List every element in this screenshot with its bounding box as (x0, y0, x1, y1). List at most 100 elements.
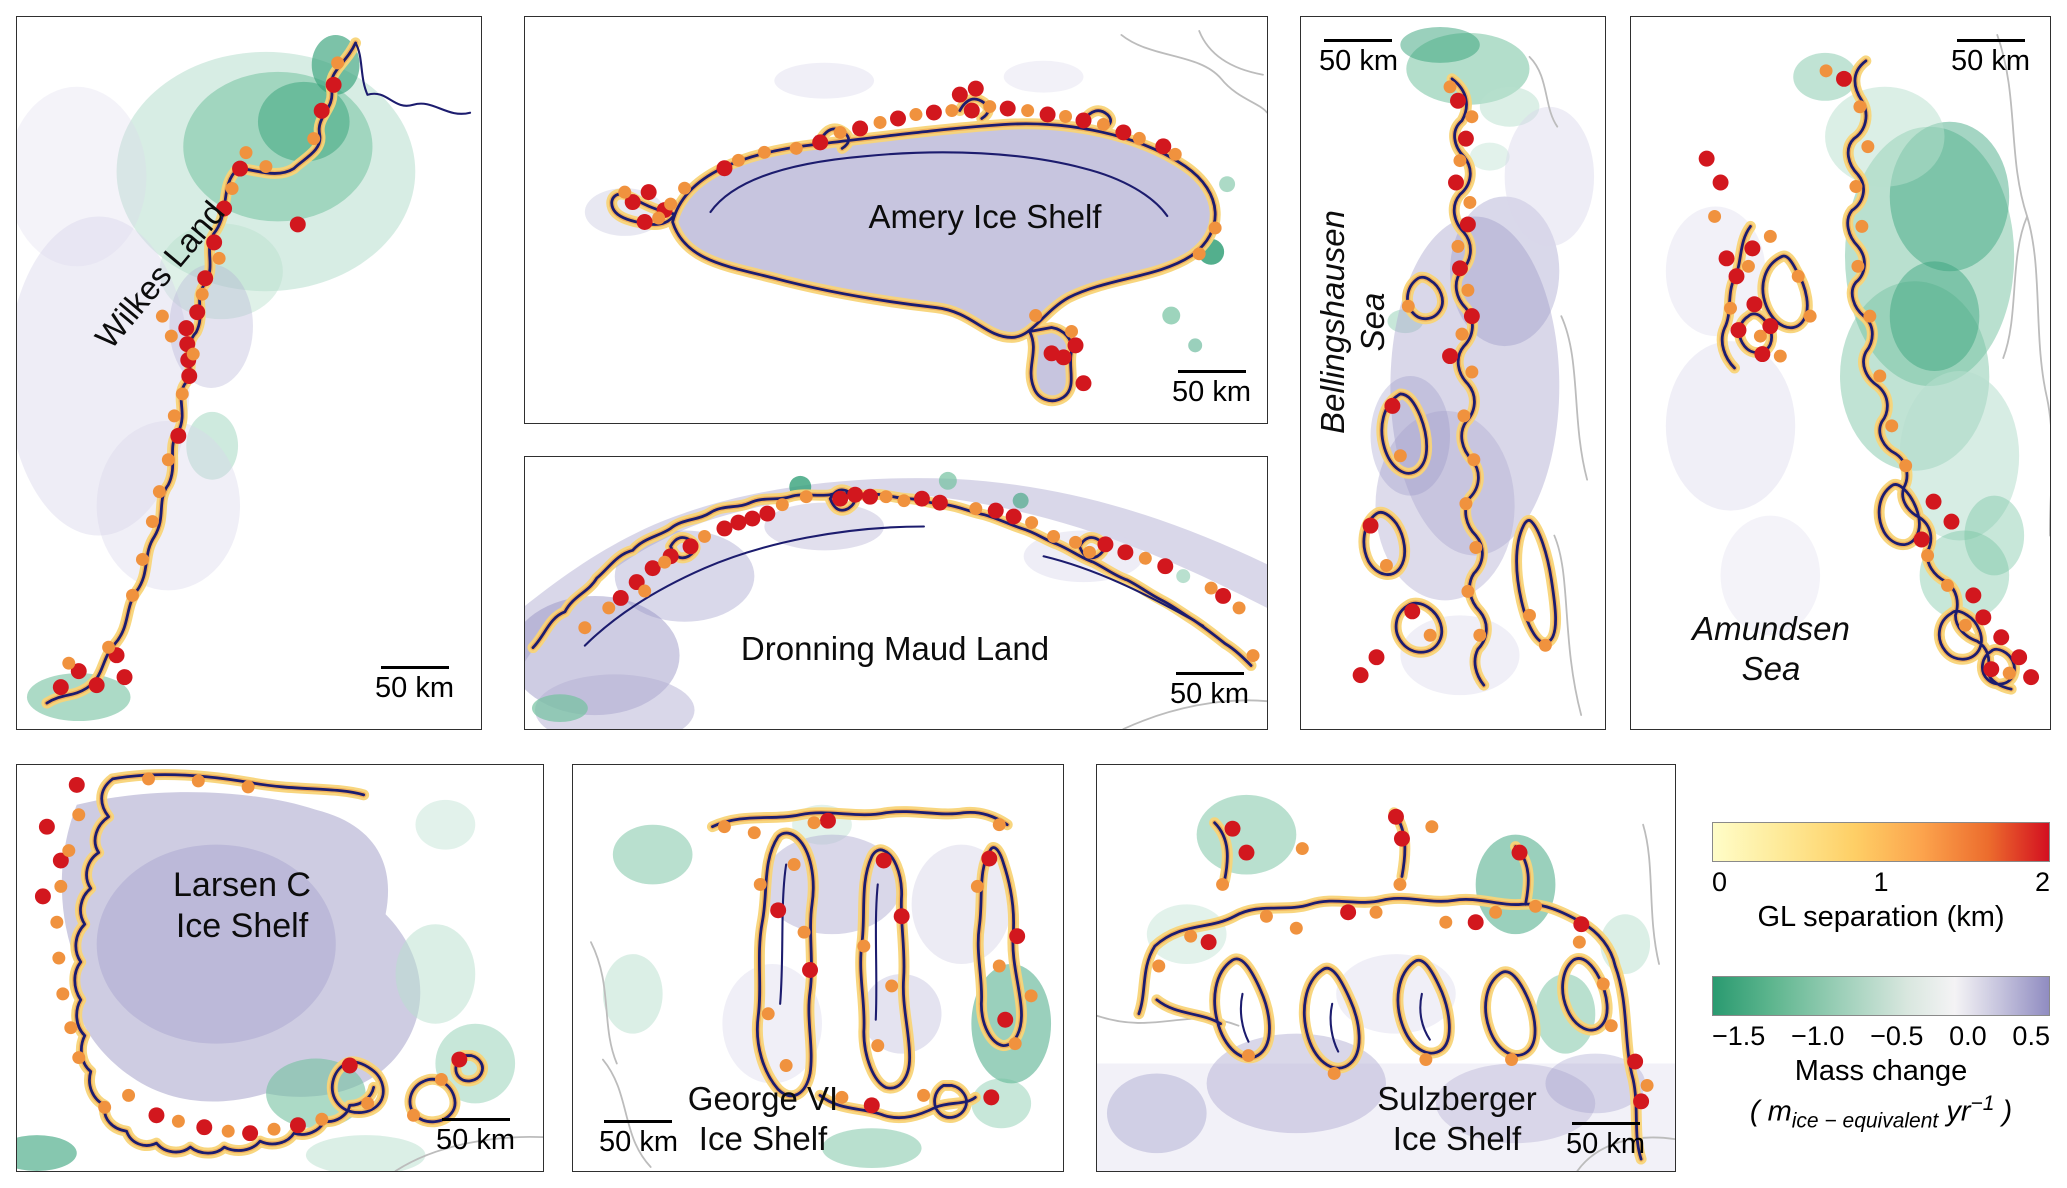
units-subscript: ice − equivalent (1791, 1109, 1939, 1133)
panel-bellingshausen-sea: Bellingshausen Sea 50 km (1300, 16, 1606, 730)
units-superscript: −1 (1970, 1092, 1995, 1115)
region-label-line1: Bellingshausen (1314, 210, 1351, 434)
gl-separation-dots (717, 812, 1038, 1114)
panel-amundsen-sea: Amundsen Sea 50 km (1630, 16, 2051, 730)
gl-separation-ticks: 0 1 2 (1712, 867, 2050, 898)
scalebar-george-vi: 50 km (599, 1120, 678, 1159)
map-amundsen-sea (1665, 34, 2050, 729)
scalebar-amundsen: 50 km (1951, 39, 2030, 78)
tick-label: 1 (1873, 867, 1889, 897)
region-label-larsen-c: Larsen C Ice Shelf (122, 865, 362, 947)
ice-divide-line (1120, 34, 1267, 114)
tick-label: −0.5 (1870, 1021, 1924, 1051)
gl-separation-title: GL separation (km) (1757, 901, 2005, 933)
map-dronning-maud-land (525, 471, 1267, 729)
region-label-line1: Larsen C (173, 866, 311, 904)
region-label-sulzberger: Sulzberger Ice Shelf (1347, 1079, 1567, 1158)
region-label-line2: Ice Shelf (1392, 1119, 1522, 1157)
units-open: ( (1749, 1095, 1760, 1128)
scalebar-line (1177, 370, 1246, 373)
region-label-dronning-maud: Dronning Maud Land (740, 630, 1050, 667)
panel-george-vi: George VI Ice Shelf 50 km (572, 764, 1064, 1172)
map-george-vi (590, 804, 1052, 1169)
ice-divide-line (1198, 30, 1264, 76)
coastline (354, 41, 472, 115)
mass-change-ticks: −1.5 −1.0 −0.5 0.0 0.5 (1712, 1021, 2050, 1052)
grounding-line-earlier (1419, 992, 1431, 1041)
scalebar-line (1956, 39, 2025, 42)
scalebar-larsen-c: 50 km (436, 1118, 515, 1157)
mass-change-field (1370, 26, 1595, 696)
scalebar-label: 50 km (1566, 1128, 1645, 1160)
mass-change-field (17, 792, 516, 1171)
tick-label: 0.5 (2012, 1021, 2050, 1051)
gl-separation-dots (1152, 808, 1654, 1110)
tick-label: −1.0 (1791, 1021, 1845, 1051)
region-label-george-vi: George VI Ice Shelf (653, 1079, 873, 1158)
scalebar-label: 50 km (375, 672, 454, 704)
grounding-line-earlier (709, 151, 1169, 218)
ice-divide-line (1560, 315, 1589, 481)
mass-change-colorbar (1712, 976, 2050, 1016)
scalebar-line (604, 1120, 673, 1123)
ice-divide-line (1642, 823, 1660, 965)
units-close: ) (2002, 1095, 2013, 1128)
grounding-line-earlier (874, 883, 879, 1021)
region-label-line1: George VI (687, 1080, 839, 1117)
region-label-amundsen: Amundsen Sea (1661, 609, 1881, 688)
scalebar-line (380, 666, 449, 669)
scalebar-wilkes-land: 50 km (375, 666, 454, 705)
scalebar-line (441, 1118, 510, 1121)
region-label-line1: Sulzberger (1377, 1080, 1537, 1117)
tick-label: 2 (2034, 867, 2050, 897)
panel-sulzberger: Sulzberger Ice Shelf 50 km (1096, 764, 1676, 1172)
map-larsen-c (17, 765, 543, 1171)
scalebar-label: 50 km (1170, 678, 1249, 710)
scalebar-line (1571, 1122, 1640, 1125)
mass-change-title: Mass change (1794, 1055, 1968, 1087)
gl-separation-dots (52, 56, 345, 696)
scalebar-label: 50 km (436, 1124, 515, 1156)
scalebar-label: 50 km (1951, 45, 2030, 77)
units-yr: yr (1938, 1095, 1971, 1128)
region-label-line2: Ice Shelf (175, 906, 309, 945)
grounding-line-earlier (1329, 1002, 1340, 1053)
region-label-line2: Ice Shelf (698, 1119, 828, 1157)
scalebar-line (1324, 39, 1393, 42)
scalebar-label: 50 km (1172, 376, 1251, 408)
scalebar-amery: 50 km (1172, 370, 1251, 409)
scalebar-dronning-maud: 50 km (1170, 672, 1249, 711)
ice-divide-line (1122, 699, 1267, 729)
region-label-line2: Sea (1353, 292, 1391, 352)
gl-separation-colorbar (1712, 822, 2050, 862)
map-bellingshausen-sea (1352, 26, 1595, 716)
units-variable: m (1767, 1095, 1792, 1128)
grounding-line-earlier (779, 863, 788, 1005)
panel-amery-ice-shelf: Amery Ice Shelf 50 km (524, 16, 1268, 424)
scalebar-label: 50 km (1319, 45, 1398, 77)
mass-change-field (17, 34, 416, 722)
tick-label: −1.5 (1712, 1021, 1766, 1051)
mass-change-units: ( mice − equivalent yr−1 ) (1712, 1092, 2050, 1133)
ice-divide-line (590, 941, 618, 1065)
scalebar-label: 50 km (599, 1126, 678, 1158)
region-label-amery: Amery Ice Shelf (868, 198, 1102, 235)
ice-divide-line (2002, 215, 2029, 359)
ice-divide-line (601, 1058, 652, 1168)
gl-separation-dots (34, 772, 468, 1142)
ice-divide-line (394, 1136, 543, 1171)
scalebar-sulzberger: 50 km (1566, 1122, 1645, 1161)
scalebar-bellingshausen: 50 km (1319, 39, 1398, 78)
panel-dronning-maud-land: Dronning Maud Land 50 km (524, 456, 1268, 730)
ice-divide-line (1553, 534, 1583, 716)
tick-label: 0 (1712, 867, 1728, 897)
region-label-line2: Sea (1741, 649, 1801, 687)
grounding-line-earlier (1042, 555, 1205, 627)
ice-divide-line (1576, 1136, 1675, 1171)
map-amery-ice-shelf (584, 30, 1267, 423)
grounding-line-earlier (1239, 992, 1250, 1043)
map-sulzberger (1097, 794, 1675, 1171)
ice-divide-line (1528, 55, 1559, 128)
gl-separation-dots (1352, 80, 1552, 684)
